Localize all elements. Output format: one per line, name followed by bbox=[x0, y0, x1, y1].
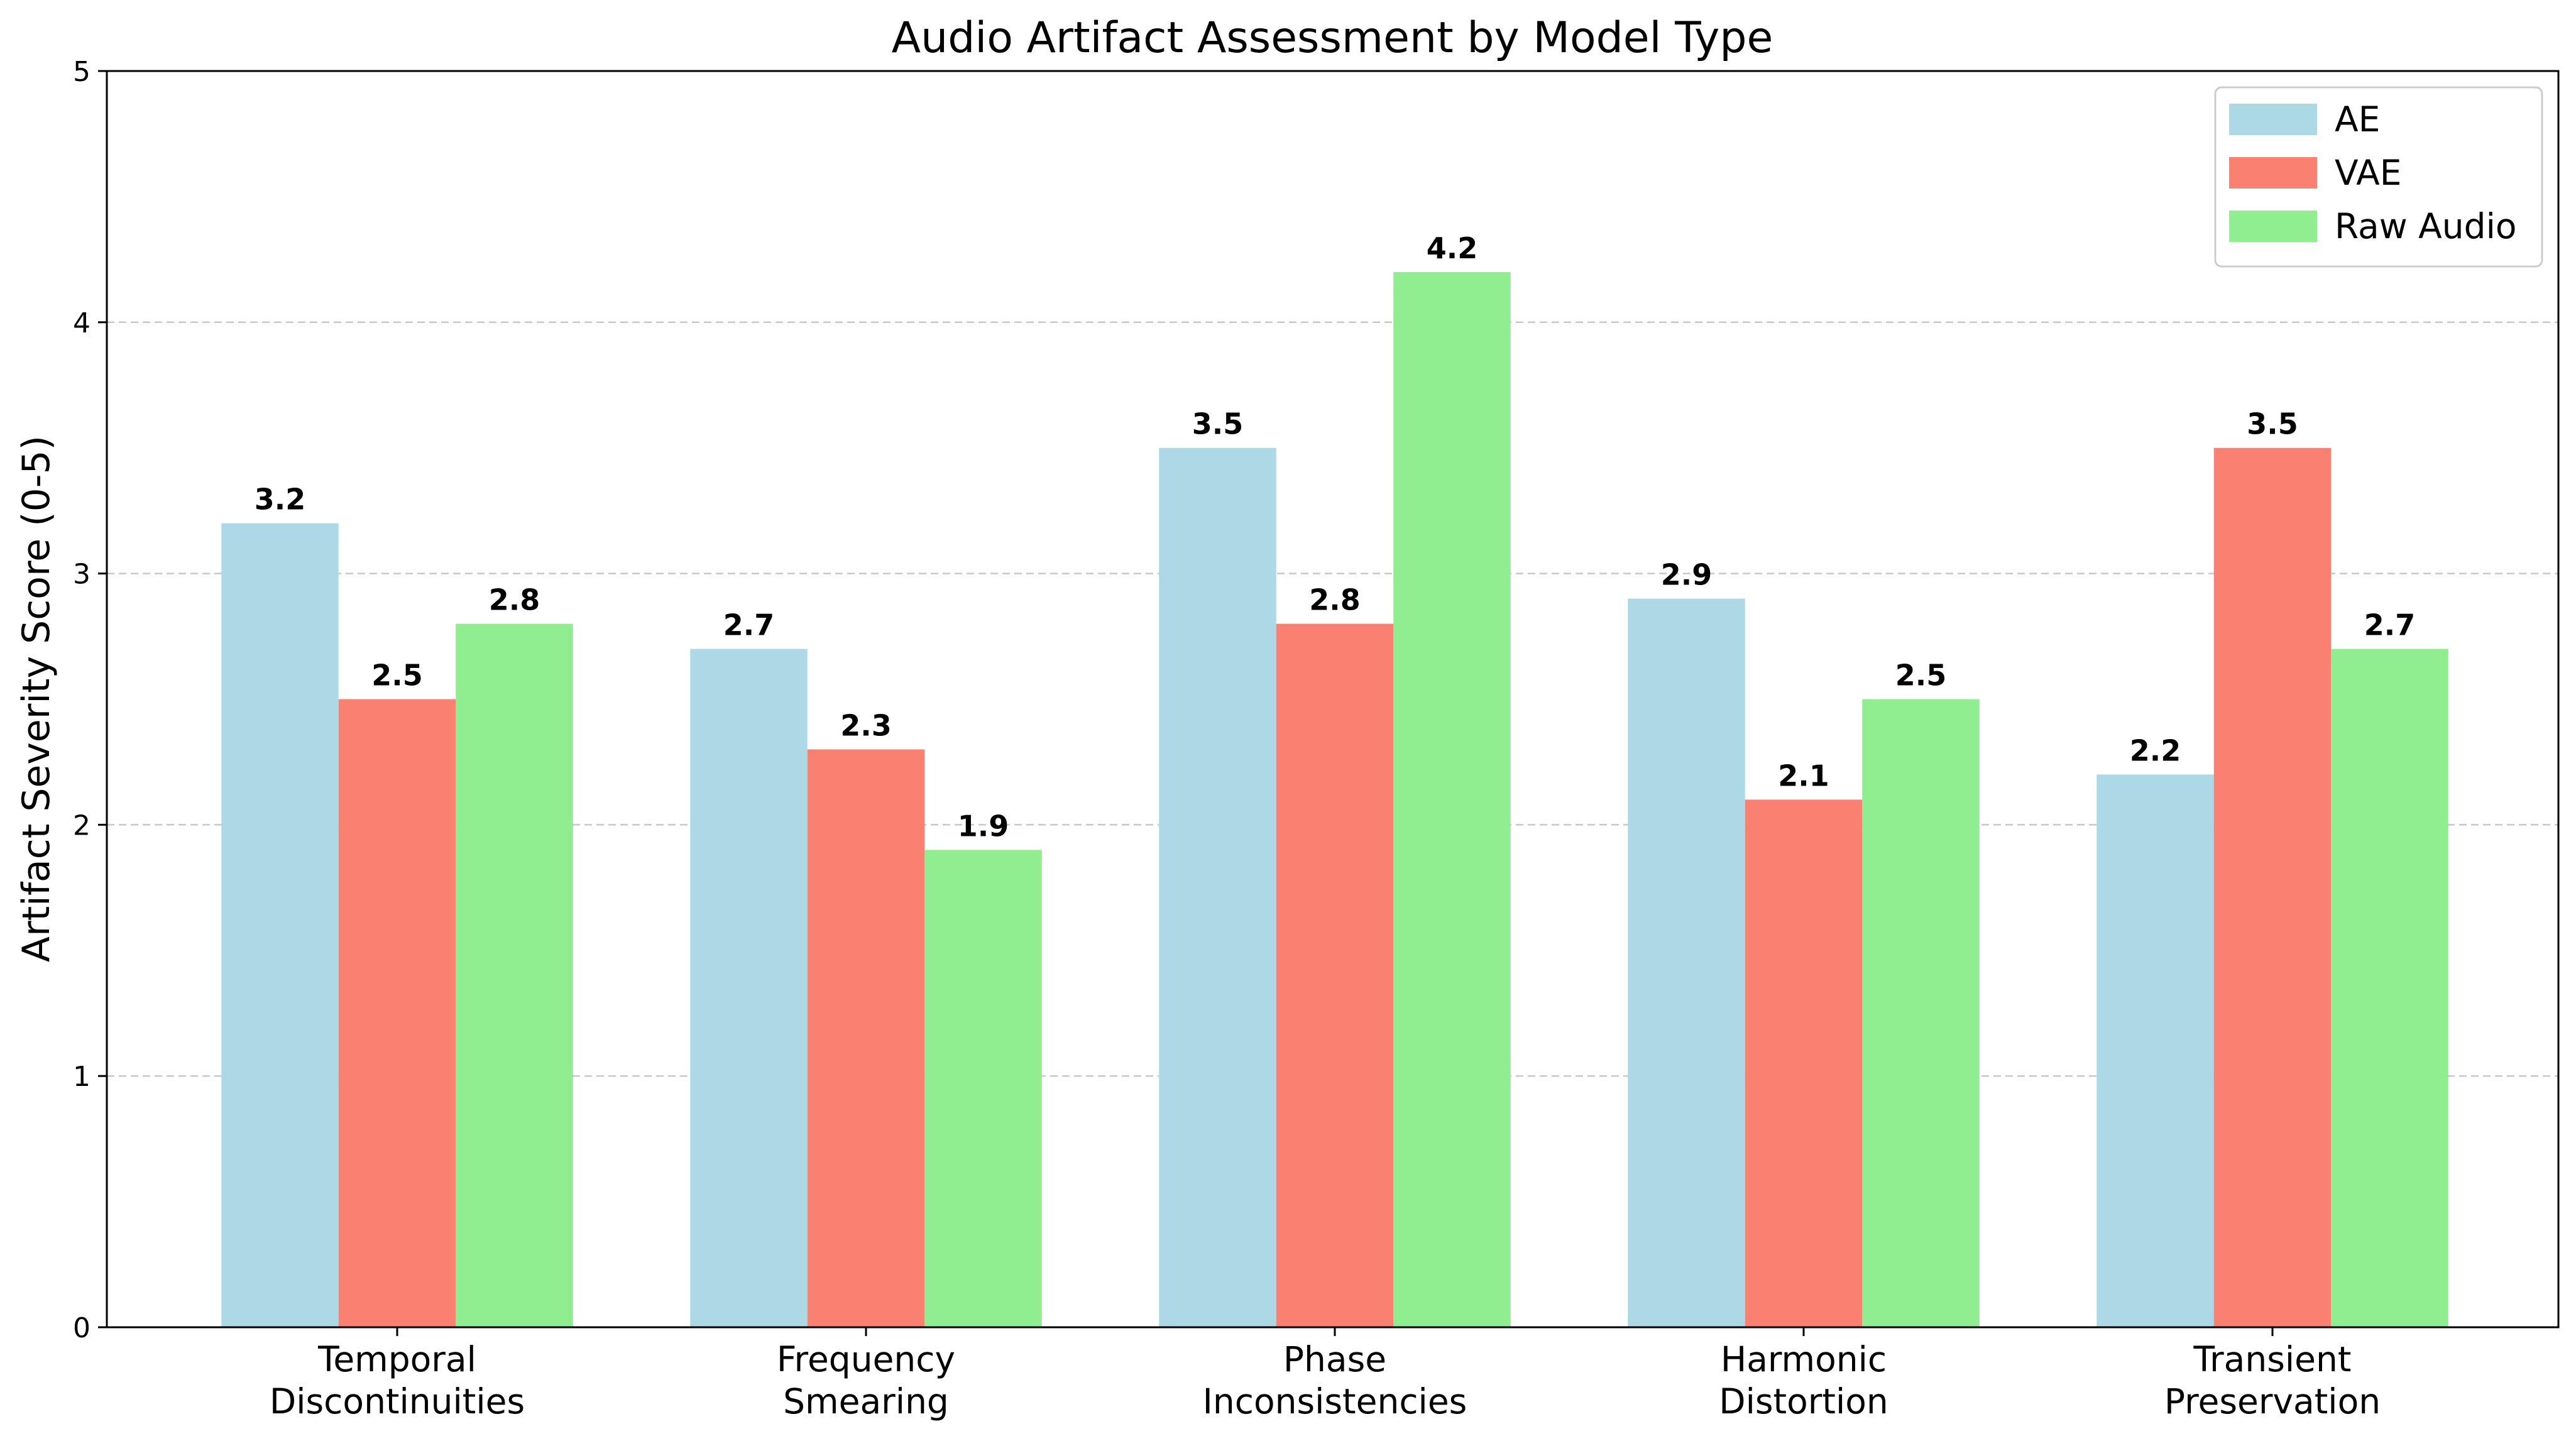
data-label: 2.5 bbox=[1895, 659, 1947, 693]
bar bbox=[1276, 623, 1394, 1327]
plot-frame bbox=[106, 70, 2560, 1329]
y-axis-label: Artifact Severity Score (0-5) bbox=[14, 436, 58, 962]
bar bbox=[456, 623, 573, 1327]
bar bbox=[807, 749, 925, 1327]
bar bbox=[2096, 774, 2214, 1327]
bar bbox=[1159, 447, 1276, 1328]
legend-entry: AE bbox=[2335, 99, 2380, 140]
data-label: 2.2 bbox=[2130, 733, 2181, 767]
data-label: 2.1 bbox=[1778, 759, 1829, 792]
data-label: 2.5 bbox=[371, 659, 423, 693]
y-tick-label: 0 bbox=[73, 1312, 90, 1344]
x-tick-label: Smearing bbox=[783, 1381, 949, 1422]
y-tick-label: 5 bbox=[73, 56, 90, 88]
x-tick-label: Discontinuities bbox=[270, 1381, 525, 1422]
bar bbox=[2331, 649, 2448, 1327]
y-axis: 0 1 2 3 4 5 bbox=[73, 56, 107, 1344]
x-tick-label: Phase bbox=[1283, 1339, 1386, 1379]
data-label: 2.7 bbox=[2364, 608, 2416, 642]
bar bbox=[924, 850, 1042, 1327]
bars bbox=[221, 271, 2448, 1328]
x-tick-label: Distortion bbox=[1719, 1381, 1888, 1422]
legend-swatch bbox=[2229, 104, 2317, 135]
bar bbox=[1862, 699, 1980, 1327]
y-tick-label: 3 bbox=[73, 559, 90, 591]
x-tick-label: Harmonic bbox=[1721, 1339, 1887, 1379]
data-label: 1.9 bbox=[958, 809, 1009, 843]
value-labels: 3.2 2.5 2.8 2.7 2.3 1.9 3.5 2.8 4.2 2.9 2.1 2.5 2.2 3… bbox=[255, 231, 2416, 843]
y-tick-label: 4 bbox=[73, 307, 90, 339]
data-label: 2.3 bbox=[840, 708, 892, 742]
legend-swatch bbox=[2229, 211, 2317, 242]
data-label: 3.2 bbox=[255, 483, 306, 517]
x-tick-label: Temporal bbox=[317, 1339, 476, 1379]
legend-entry: Raw Audio bbox=[2335, 206, 2517, 246]
bar bbox=[221, 523, 339, 1327]
x-tick-label: Frequency bbox=[777, 1339, 955, 1379]
data-label: 2.9 bbox=[1661, 558, 1713, 592]
y-tick-label: 1 bbox=[73, 1061, 90, 1093]
bar bbox=[1745, 799, 1863, 1327]
data-label: 2.7 bbox=[723, 608, 775, 642]
chart-title: Audio Artifact Assessment by Model Type bbox=[892, 13, 1773, 63]
legend-entry: VAE bbox=[2335, 153, 2401, 193]
bar bbox=[2213, 447, 2332, 1328]
legend-swatch bbox=[2229, 157, 2317, 189]
data-label: 3.5 bbox=[1192, 407, 1244, 441]
data-label: 2.8 bbox=[489, 583, 540, 617]
x-tick-label: Transient bbox=[2193, 1339, 2352, 1379]
bar bbox=[1628, 598, 1745, 1327]
x-tick-label: Inconsistencies bbox=[1203, 1381, 1467, 1422]
bar bbox=[338, 699, 456, 1327]
data-label: 4.2 bbox=[1427, 231, 1478, 265]
y-tick-label: 2 bbox=[73, 809, 90, 841]
legend: AE VAE Raw Audio bbox=[2214, 86, 2543, 268]
bar bbox=[1393, 271, 1511, 1328]
data-label: 2.8 bbox=[1309, 583, 1361, 617]
data-label: 3.5 bbox=[2247, 407, 2298, 441]
x-tick-label: Preservation bbox=[2164, 1381, 2381, 1422]
bar bbox=[690, 649, 808, 1327]
